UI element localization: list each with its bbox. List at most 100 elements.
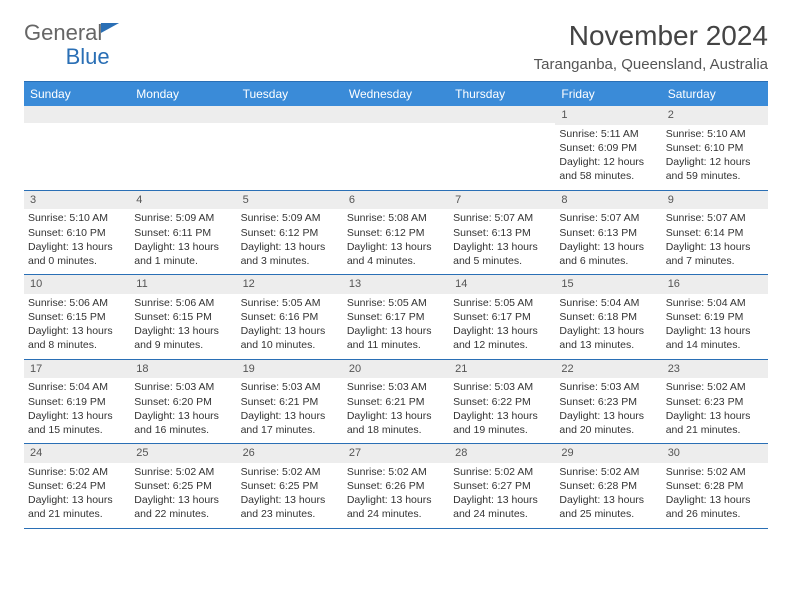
day-line: Sunrise: 5:03 AM — [241, 380, 339, 394]
day-line: Daylight: 13 hours — [28, 493, 126, 507]
day-line: Sunset: 6:13 PM — [559, 226, 657, 240]
day-cell: 17Sunrise: 5:04 AMSunset: 6:19 PMDayligh… — [24, 360, 130, 444]
day-number: 7 — [449, 191, 555, 210]
day-line: Sunset: 6:15 PM — [28, 310, 126, 324]
day-line: Daylight: 13 hours — [559, 409, 657, 423]
day-body: Sunrise: 5:08 AMSunset: 6:12 PMDaylight:… — [343, 209, 449, 274]
day-body: Sunrise: 5:11 AMSunset: 6:09 PMDaylight:… — [555, 125, 661, 190]
day-line: Sunset: 6:10 PM — [666, 141, 764, 155]
day-body: Sunrise: 5:03 AMSunset: 6:22 PMDaylight:… — [449, 378, 555, 443]
day-line: Sunset: 6:23 PM — [666, 395, 764, 409]
day-line: Sunrise: 5:04 AM — [28, 380, 126, 394]
day-number: 20 — [343, 360, 449, 379]
day-line: Sunset: 6:11 PM — [134, 226, 232, 240]
dow-tuesday: Tuesday — [237, 82, 343, 106]
day-line: Daylight: 13 hours — [347, 240, 445, 254]
day-number: 6 — [343, 191, 449, 210]
day-cell: 7Sunrise: 5:07 AMSunset: 6:13 PMDaylight… — [449, 191, 555, 275]
day-line: Sunrise: 5:03 AM — [453, 380, 551, 394]
day-number: 27 — [343, 444, 449, 463]
day-body: Sunrise: 5:03 AMSunset: 6:23 PMDaylight:… — [555, 378, 661, 443]
day-line: Sunrise: 5:02 AM — [666, 380, 764, 394]
day-body: Sunrise: 5:02 AMSunset: 6:23 PMDaylight:… — [662, 378, 768, 443]
day-line: Sunset: 6:23 PM — [559, 395, 657, 409]
day-body — [449, 123, 555, 183]
day-line: Daylight: 13 hours — [134, 240, 232, 254]
day-line: and 19 minutes. — [453, 423, 551, 437]
day-line: Sunrise: 5:05 AM — [241, 296, 339, 310]
day-body: Sunrise: 5:03 AMSunset: 6:20 PMDaylight:… — [130, 378, 236, 443]
day-line: Daylight: 13 hours — [241, 493, 339, 507]
day-cell — [24, 106, 130, 190]
day-cell: 22Sunrise: 5:03 AMSunset: 6:23 PMDayligh… — [555, 360, 661, 444]
day-line: Sunset: 6:22 PM — [453, 395, 551, 409]
day-line: and 1 minute. — [134, 254, 232, 268]
day-number — [449, 106, 555, 123]
day-line: Sunset: 6:25 PM — [134, 479, 232, 493]
week-row: 10Sunrise: 5:06 AMSunset: 6:15 PMDayligh… — [24, 275, 768, 360]
day-line: Sunset: 6:18 PM — [559, 310, 657, 324]
day-line: Sunrise: 5:09 AM — [134, 211, 232, 225]
day-cell: 4Sunrise: 5:09 AMSunset: 6:11 PMDaylight… — [130, 191, 236, 275]
day-line: Sunrise: 5:07 AM — [453, 211, 551, 225]
day-line: Daylight: 13 hours — [666, 324, 764, 338]
day-body: Sunrise: 5:03 AMSunset: 6:21 PMDaylight:… — [343, 378, 449, 443]
day-line: Daylight: 13 hours — [241, 324, 339, 338]
day-number: 2 — [662, 106, 768, 125]
day-line: Daylight: 13 hours — [347, 493, 445, 507]
day-body: Sunrise: 5:02 AMSunset: 6:26 PMDaylight:… — [343, 463, 449, 528]
day-body: Sunrise: 5:06 AMSunset: 6:15 PMDaylight:… — [130, 294, 236, 359]
day-number: 23 — [662, 360, 768, 379]
day-cell: 24Sunrise: 5:02 AMSunset: 6:24 PMDayligh… — [24, 444, 130, 528]
day-cell: 21Sunrise: 5:03 AMSunset: 6:22 PMDayligh… — [449, 360, 555, 444]
day-line: Sunrise: 5:02 AM — [347, 465, 445, 479]
day-line: and 10 minutes. — [241, 338, 339, 352]
day-number: 9 — [662, 191, 768, 210]
day-line: Sunrise: 5:08 AM — [347, 211, 445, 225]
day-line: Daylight: 13 hours — [347, 324, 445, 338]
day-line: Sunrise: 5:07 AM — [559, 211, 657, 225]
day-line: Sunrise: 5:05 AM — [347, 296, 445, 310]
day-number: 26 — [237, 444, 343, 463]
day-line: Sunset: 6:20 PM — [134, 395, 232, 409]
day-number: 24 — [24, 444, 130, 463]
day-number: 12 — [237, 275, 343, 294]
day-cell — [130, 106, 236, 190]
day-cell: 10Sunrise: 5:06 AMSunset: 6:15 PMDayligh… — [24, 275, 130, 359]
day-line: Sunset: 6:27 PM — [453, 479, 551, 493]
day-line: and 14 minutes. — [666, 338, 764, 352]
day-line: and 26 minutes. — [666, 507, 764, 521]
day-number: 30 — [662, 444, 768, 463]
day-body: Sunrise: 5:04 AMSunset: 6:19 PMDaylight:… — [24, 378, 130, 443]
day-line: and 23 minutes. — [241, 507, 339, 521]
day-line: Daylight: 13 hours — [666, 240, 764, 254]
day-line: Daylight: 13 hours — [241, 240, 339, 254]
day-line: and 21 minutes. — [28, 507, 126, 521]
day-number — [237, 106, 343, 123]
day-line: Daylight: 13 hours — [559, 324, 657, 338]
logo-text-general: General — [24, 20, 102, 46]
day-cell: 20Sunrise: 5:03 AMSunset: 6:21 PMDayligh… — [343, 360, 449, 444]
day-line: Sunset: 6:09 PM — [559, 141, 657, 155]
day-cell: 11Sunrise: 5:06 AMSunset: 6:15 PMDayligh… — [130, 275, 236, 359]
title-block: November 2024 Taranganba, Queensland, Au… — [534, 20, 768, 73]
day-line: Sunrise: 5:06 AM — [134, 296, 232, 310]
day-line: Sunset: 6:25 PM — [241, 479, 339, 493]
day-body: Sunrise: 5:02 AMSunset: 6:27 PMDaylight:… — [449, 463, 555, 528]
location: Taranganba, Queensland, Australia — [534, 56, 768, 73]
day-line: Sunrise: 5:02 AM — [453, 465, 551, 479]
day-line: Sunrise: 5:02 AM — [241, 465, 339, 479]
day-number: 16 — [662, 275, 768, 294]
day-line: Sunset: 6:28 PM — [559, 479, 657, 493]
day-line: and 3 minutes. — [241, 254, 339, 268]
day-cell: 27Sunrise: 5:02 AMSunset: 6:26 PMDayligh… — [343, 444, 449, 528]
day-line: and 58 minutes. — [559, 169, 657, 183]
day-number: 1 — [555, 106, 661, 125]
logo-text-blue: Blue — [66, 44, 110, 69]
day-line: Sunset: 6:28 PM — [666, 479, 764, 493]
week-row: 3Sunrise: 5:10 AMSunset: 6:10 PMDaylight… — [24, 191, 768, 276]
day-body: Sunrise: 5:06 AMSunset: 6:15 PMDaylight:… — [24, 294, 130, 359]
day-line: Sunrise: 5:02 AM — [28, 465, 126, 479]
day-cell: 6Sunrise: 5:08 AMSunset: 6:12 PMDaylight… — [343, 191, 449, 275]
day-number: 4 — [130, 191, 236, 210]
